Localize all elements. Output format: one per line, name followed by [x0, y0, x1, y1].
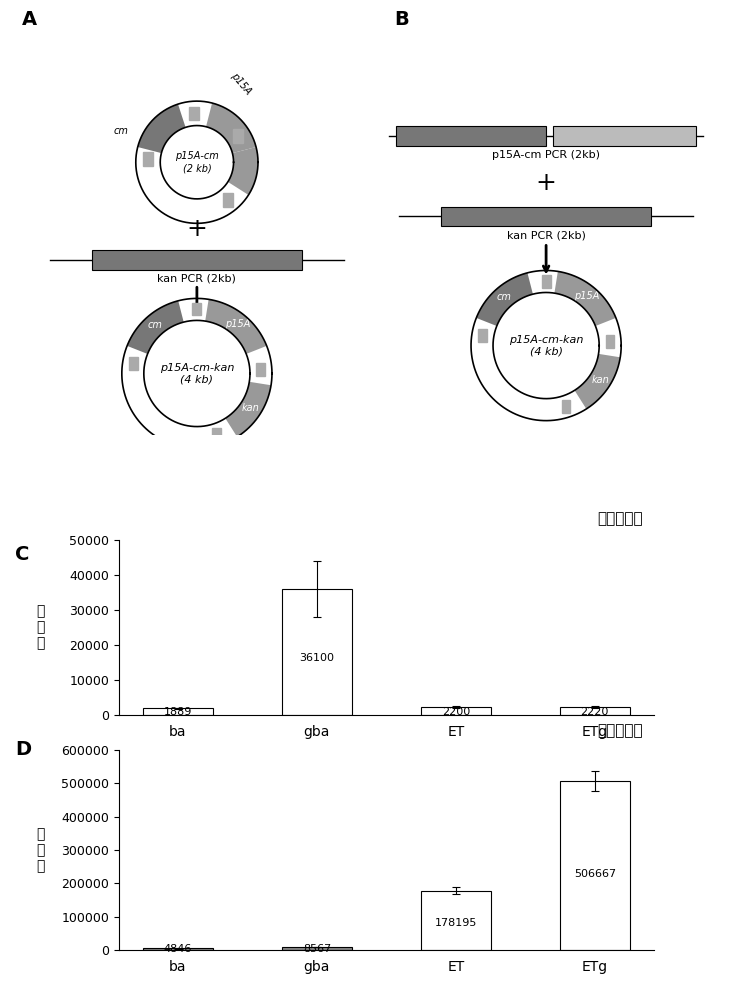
Bar [560, 781, 629, 950]
Polygon shape [137, 104, 186, 153]
Bar [478, 329, 487, 342]
Text: kan: kan [242, 403, 260, 413]
Text: B: B [394, 10, 409, 29]
Text: 2220: 2220 [580, 707, 609, 717]
Text: 菌
落
数: 菌 落 数 [36, 827, 45, 873]
Text: 线性和环状: 线性和环状 [597, 511, 643, 526]
Bar [256, 363, 265, 376]
Text: kan PCR (2kb): kan PCR (2kb) [507, 230, 585, 240]
Bar [441, 207, 651, 226]
Polygon shape [122, 298, 272, 449]
Text: p15A-cm-kan
(4 kb): p15A-cm-kan (4 kb) [160, 363, 234, 384]
Bar [189, 107, 198, 120]
Text: kan PCR (2kb): kan PCR (2kb) [158, 274, 236, 284]
Polygon shape [574, 354, 620, 409]
Text: 4846: 4846 [163, 944, 192, 954]
Text: cm: cm [147, 320, 162, 330]
Text: p15A-cm PCR (2kb): p15A-cm PCR (2kb) [492, 150, 600, 160]
Text: A: A [22, 10, 37, 29]
Text: p15A: p15A [229, 70, 253, 96]
Polygon shape [225, 382, 271, 437]
Text: 506667: 506667 [574, 869, 616, 879]
Text: cm: cm [496, 292, 511, 302]
Bar [212, 428, 221, 440]
Polygon shape [228, 147, 258, 195]
Polygon shape [205, 299, 267, 354]
Bar [421, 891, 490, 950]
Text: 8567: 8567 [302, 944, 331, 954]
Bar [396, 126, 546, 146]
Polygon shape [471, 270, 621, 421]
Bar [553, 126, 696, 146]
Text: p15A: p15A [574, 291, 600, 301]
Bar [542, 275, 551, 288]
Bar [282, 947, 351, 950]
Bar [143, 948, 212, 950]
Polygon shape [127, 301, 184, 354]
Text: D: D [15, 740, 31, 759]
Text: +: + [186, 217, 207, 241]
Bar [192, 303, 201, 315]
Bar [560, 707, 629, 715]
Text: 36100: 36100 [299, 653, 334, 663]
Bar [282, 589, 351, 715]
Bar [562, 400, 571, 413]
Polygon shape [136, 101, 258, 223]
Polygon shape [206, 103, 256, 153]
Text: cm: cm [114, 126, 129, 136]
Bar [233, 129, 243, 143]
Text: p15A-cm
(2 kb): p15A-cm (2 kb) [175, 151, 218, 173]
Polygon shape [554, 271, 616, 326]
Text: p15A-cm-kan
(4 kb): p15A-cm-kan (4 kb) [509, 335, 583, 356]
Text: C: C [15, 545, 29, 564]
Text: p15A: p15A [225, 319, 250, 329]
Bar [129, 357, 138, 370]
Bar [421, 707, 490, 715]
Polygon shape [476, 273, 533, 326]
Text: 178195: 178195 [435, 918, 477, 928]
Text: +: + [536, 171, 557, 195]
Bar [143, 708, 212, 715]
Text: 菌
落
数: 菌 落 数 [36, 604, 45, 651]
Bar [223, 193, 233, 207]
Bar [92, 250, 302, 270]
Text: 2200: 2200 [441, 707, 470, 717]
Bar [606, 335, 614, 348]
Text: 1889: 1889 [163, 707, 192, 717]
Text: 线性和线性: 线性和线性 [597, 723, 643, 738]
Text: kan: kan [591, 375, 609, 385]
Bar [143, 152, 153, 166]
